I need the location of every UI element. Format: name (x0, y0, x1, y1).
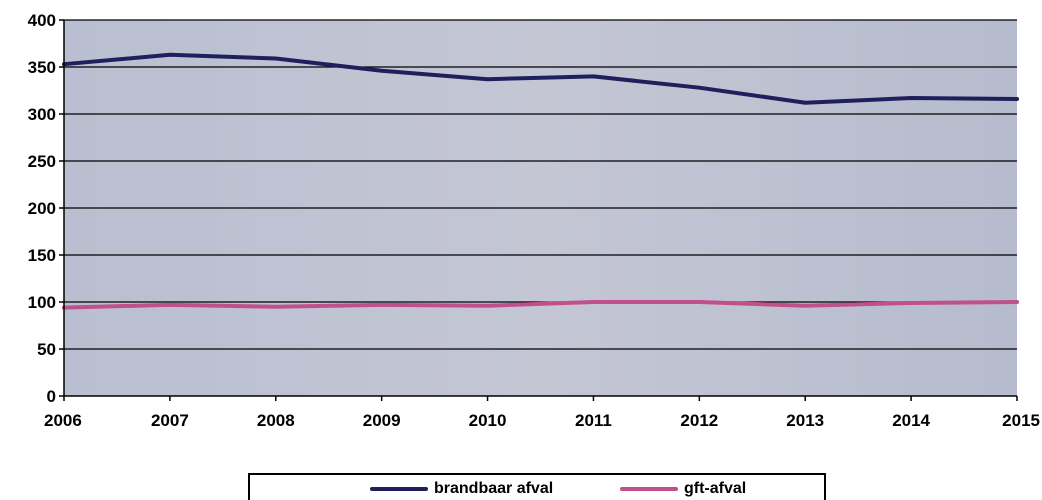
y-tick-label: 350 (28, 58, 56, 77)
x-tick-label: 2011 (575, 411, 612, 430)
x-tick-label: 2013 (786, 411, 824, 430)
x-tick-label: 2012 (680, 411, 718, 430)
legend-swatch-brandbaar (370, 487, 428, 491)
x-tick-label: 2014 (892, 411, 930, 430)
data-point-0-7 (803, 101, 807, 105)
data-point-1-1 (168, 303, 172, 307)
data-point-0-6 (697, 86, 701, 90)
x-tick-label: 2007 (151, 411, 189, 430)
x-tick-label: 2008 (257, 411, 295, 430)
legend-label-gft: gft-afval (684, 480, 747, 497)
series-line-0 (62, 52, 1019, 105)
data-point-0-5 (591, 74, 595, 78)
x-tick-label: 2015 (1002, 411, 1040, 430)
y-tick-label: 100 (28, 293, 56, 312)
y-axis-labels: 0 50 100 150 200 250 300 350 400 (28, 11, 64, 406)
data-point-1-3 (380, 303, 384, 307)
legend: brandbaar afval gft-afval (248, 473, 826, 500)
y-tick-label: 200 (28, 199, 56, 218)
y-tick-label: 150 (28, 246, 56, 265)
data-point-1-6 (697, 300, 701, 304)
y-tick-label: 0 (47, 387, 56, 406)
legend-item-gft: gft-afval (620, 480, 746, 498)
data-point-1-2 (274, 305, 278, 309)
y-tick-label: 300 (28, 105, 56, 124)
data-point-0-3 (380, 69, 384, 73)
legend-label-brandbaar: brandbaar afval (434, 480, 554, 497)
y-tick-label: 50 (37, 340, 56, 359)
series-lines (62, 52, 1019, 310)
data-point-1-8 (909, 301, 913, 305)
data-point-0-4 (486, 77, 490, 81)
data-point-1-9 (1015, 300, 1019, 304)
data-point-1-7 (803, 304, 807, 308)
x-tick-label: 2009 (363, 411, 401, 430)
data-point-1-5 (591, 300, 595, 304)
x-tick-label: 2006 (44, 411, 82, 430)
data-point-0-9 (1015, 97, 1019, 101)
series-line-1 (62, 300, 1019, 310)
y-tick-label: 250 (28, 152, 56, 171)
y-tick-label: 400 (28, 11, 56, 30)
legend-swatch-gft (620, 487, 678, 491)
data-point-1-4 (486, 304, 490, 308)
data-point-0-2 (274, 57, 278, 61)
x-axis-labels: 2006 2007 2008 2009 2010 2011 2012 2013 2014 2015 (44, 396, 1040, 430)
data-point-0-1 (168, 53, 172, 57)
legend-item-brandbaar: brandbaar afval (370, 480, 553, 498)
data-point-0-8 (909, 96, 913, 100)
x-tick-label: 2010 (469, 411, 507, 430)
